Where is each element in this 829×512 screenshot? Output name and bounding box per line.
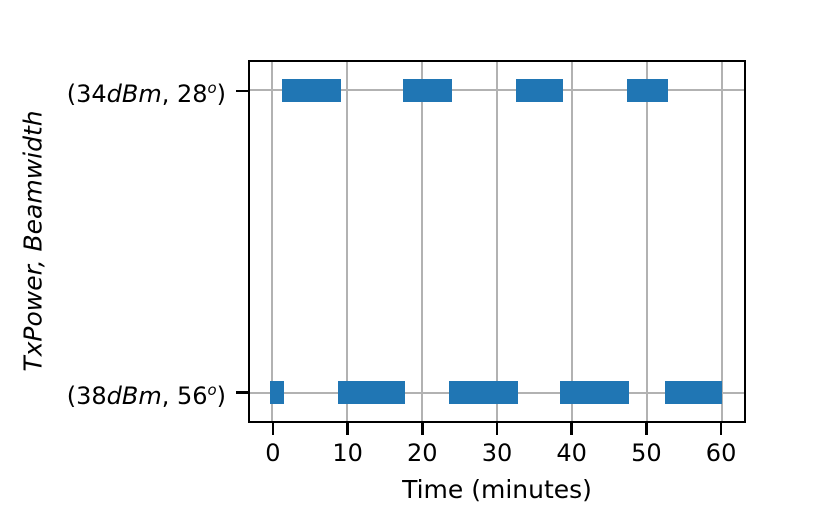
x-tick-label: 40 (556, 439, 587, 467)
y-tick-mark (236, 391, 248, 394)
category-label-part: ) (216, 79, 226, 108)
category-label-part: dBm (106, 381, 162, 410)
x-tick-mark (570, 423, 573, 435)
gridline-vertical (496, 62, 498, 421)
x-tick-mark (645, 423, 648, 435)
category-label-part: o (207, 380, 217, 399)
y-category-label: (34dBm, 28o) (0, 74, 226, 108)
bar-segment (665, 381, 722, 405)
category-label-part: ) (216, 381, 226, 410)
x-tick-mark (719, 423, 723, 435)
gridline-vertical (271, 62, 274, 421)
x-tick-label: 30 (481, 439, 513, 467)
bar-segment (627, 78, 669, 102)
gridline-vertical (570, 62, 573, 421)
bar-segment (449, 381, 518, 405)
y-tick-mark (236, 89, 248, 93)
gridline-vertical (720, 62, 723, 421)
y-category-label: (38dBm, 56o) (0, 376, 226, 410)
y-axis-label: TxPower, Beamwidth (18, 110, 48, 372)
gridline-vertical (421, 62, 424, 421)
x-tick-label: 10 (332, 439, 363, 467)
x-tick-mark (495, 423, 499, 435)
gridline-vertical (645, 62, 648, 421)
category-label-part: o (207, 78, 217, 97)
bar-segment (559, 381, 629, 405)
x-axis-label: Time (minutes) (402, 475, 592, 504)
bar-segment (402, 78, 453, 102)
gridline-horizontal (250, 89, 744, 92)
x-tick-label: 50 (631, 439, 662, 467)
bar-segment (282, 78, 341, 102)
gridline-vertical (346, 62, 349, 421)
x-tick-mark (346, 423, 349, 435)
x-tick-mark (421, 423, 424, 435)
bar-segment (515, 78, 563, 102)
bar-segment (270, 381, 285, 405)
category-label-part: dBm (106, 79, 162, 108)
x-tick-label: 20 (407, 439, 438, 467)
bar-segment (338, 381, 405, 405)
category-label-part: , 28 (161, 79, 208, 108)
x-tick-label: 0 (265, 439, 281, 467)
category-label-part: , 56 (161, 381, 208, 410)
x-tick-label: 60 (705, 439, 737, 467)
x-tick-mark (271, 423, 275, 435)
plot-area (248, 60, 746, 423)
category-label-part: (38 (66, 381, 107, 410)
category-label-part: (34 (66, 79, 107, 108)
